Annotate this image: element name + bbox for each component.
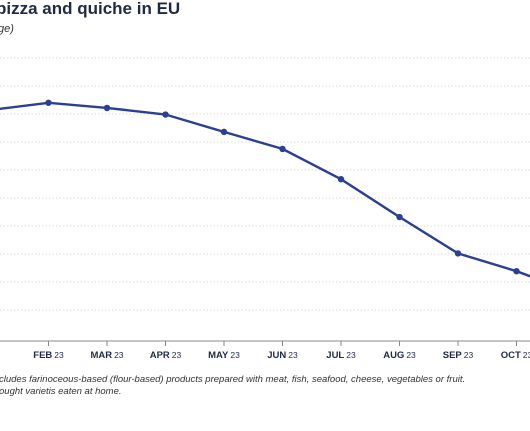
series-line: [0, 103, 530, 293]
data-point: [104, 105, 110, 111]
footnote-line-1: cludes farinoceous-based (flour-based) p…: [0, 374, 465, 385]
data-point: [513, 268, 519, 274]
footnote-line-2: ought varietis eaten at home.: [0, 386, 122, 397]
x-tick-label: APR 23: [150, 350, 182, 361]
x-tick-label: SEP 23: [443, 350, 474, 361]
x-tick-label: JUL 23: [326, 350, 356, 361]
x-tick-label: FEB 23: [33, 350, 64, 361]
data-point: [338, 176, 344, 182]
gridlines: [0, 58, 530, 341]
x-axis: FEB 23 MAR 23 APR 23 MAY 23 JUN 23 JUL 23 AUG 23 SEP 23…: [33, 341, 530, 361]
data-point: [221, 129, 227, 135]
data-point: [279, 146, 285, 152]
data-point: [162, 111, 168, 117]
x-tick-label: MAR 23: [90, 350, 123, 361]
x-tick-label: MAY 23: [208, 350, 240, 361]
x-tick-label: JUN 23: [267, 350, 298, 361]
x-tick-label: AUG 23: [383, 350, 416, 361]
data-point: [396, 214, 402, 220]
x-tick-label: OCT 23: [501, 350, 530, 361]
data-point: [45, 100, 51, 106]
data-point: [455, 250, 461, 256]
data-points: [0, 100, 530, 296]
